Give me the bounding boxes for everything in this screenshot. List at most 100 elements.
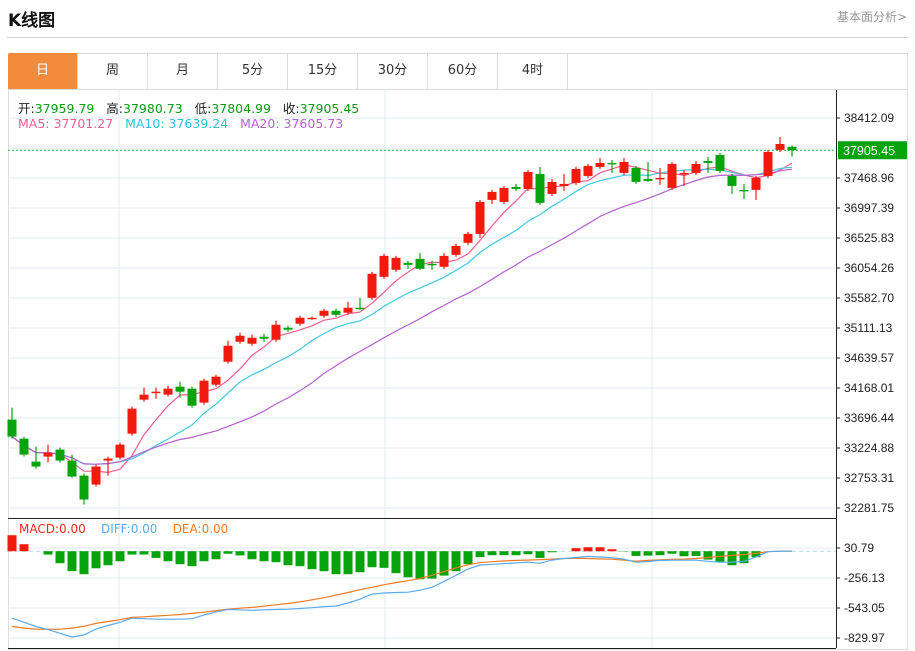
ohlc-legend: 开:37959.79 高:37980.73 低:37804.99 收:37905… bbox=[18, 98, 359, 117]
tab-30min[interactable]: 30分 bbox=[358, 53, 428, 89]
price-tick-label: 33224.88 bbox=[844, 441, 894, 455]
macd-bar bbox=[271, 551, 281, 563]
macd-bar bbox=[19, 544, 29, 552]
candle-down bbox=[787, 146, 797, 151]
candle-up bbox=[115, 444, 125, 458]
macd-bar bbox=[199, 551, 209, 562]
ma20-label: MA20: bbox=[240, 116, 280, 131]
macd-bar bbox=[727, 551, 737, 566]
close-value: 37905.45 bbox=[299, 101, 360, 116]
macd-bar bbox=[463, 551, 473, 565]
macd-bar bbox=[535, 551, 545, 558]
macd-bar bbox=[631, 551, 641, 556]
macd-bar bbox=[523, 551, 533, 555]
macd-bar bbox=[439, 551, 449, 576]
macd-bar bbox=[283, 551, 293, 566]
price-tick-label: 33696.44 bbox=[844, 411, 894, 425]
ma10-line bbox=[11, 166, 793, 465]
macd-tick-label: 30.79 bbox=[844, 541, 874, 555]
candle-down bbox=[331, 310, 341, 315]
macd-bar bbox=[307, 551, 317, 570]
macd-bar bbox=[295, 551, 305, 567]
tab-60min[interactable]: 60分 bbox=[428, 53, 498, 89]
candle-up bbox=[763, 151, 773, 176]
macd-bar bbox=[427, 551, 437, 579]
macd-bar bbox=[67, 551, 77, 572]
price-tick-label: 36054.26 bbox=[844, 261, 894, 275]
macd-bar bbox=[367, 551, 377, 568]
low-label: 低: bbox=[194, 101, 212, 116]
candle-down bbox=[739, 189, 749, 192]
price-tick-label: 34639.57 bbox=[844, 351, 894, 365]
macd-bar bbox=[595, 547, 605, 552]
high-label: 高: bbox=[106, 101, 124, 116]
macd-bar bbox=[391, 551, 401, 574]
macd-bar bbox=[151, 551, 161, 558]
candle-up bbox=[223, 345, 233, 362]
macd-bar bbox=[451, 551, 461, 572]
macd-bar bbox=[115, 551, 125, 562]
tab-15min[interactable]: 15分 bbox=[288, 53, 358, 89]
macd-bar bbox=[667, 551, 677, 554]
price-tick-label: 32753.31 bbox=[844, 471, 894, 485]
open-label: 开: bbox=[18, 101, 35, 116]
candle-up bbox=[139, 394, 149, 400]
candle-up bbox=[43, 452, 53, 457]
macd-bar bbox=[91, 551, 101, 569]
tab-day[interactable]: 日 bbox=[8, 53, 78, 89]
candle-down bbox=[19, 438, 29, 455]
dea-line bbox=[11, 550, 792, 630]
macd-label: MACD: bbox=[19, 522, 60, 536]
candle-up bbox=[367, 273, 377, 298]
candle-up bbox=[343, 307, 353, 313]
macd-bar bbox=[235, 551, 245, 556]
candle-down bbox=[31, 461, 41, 467]
price-tick-label: 35111.13 bbox=[844, 321, 893, 335]
macd-bar bbox=[175, 551, 185, 565]
candle-down bbox=[631, 167, 641, 182]
macd-bar bbox=[511, 551, 521, 556]
macd-bar bbox=[583, 547, 593, 552]
macd-tick-label: -543.05 bbox=[844, 601, 885, 615]
ma20-line bbox=[11, 168, 793, 465]
macd-value: 0.00 bbox=[59, 522, 86, 536]
macd-bar bbox=[331, 551, 341, 575]
price-tick-label: 36997.39 bbox=[844, 201, 894, 215]
candle-down bbox=[175, 386, 185, 392]
macd-bar bbox=[103, 551, 113, 566]
macd-bar bbox=[679, 551, 689, 557]
candle-up bbox=[235, 335, 245, 342]
price-tick-label: 38412.09 bbox=[844, 111, 894, 125]
macd-bar bbox=[739, 551, 749, 564]
candle-up bbox=[775, 143, 785, 150]
fundamental-analysis-link[interactable]: 基本面分析> bbox=[836, 10, 907, 24]
candle-up bbox=[271, 324, 281, 340]
macd-bar bbox=[139, 551, 149, 555]
candle-up bbox=[439, 255, 449, 267]
candle-up bbox=[523, 171, 533, 189]
candle-down bbox=[283, 327, 293, 330]
candle-up bbox=[667, 163, 677, 188]
candle-down bbox=[415, 258, 425, 269]
candle-up bbox=[91, 466, 101, 485]
current-price-badge bbox=[838, 141, 907, 160]
tab-week[interactable]: 周 bbox=[78, 53, 148, 89]
macd-tick-label: -256.13 bbox=[844, 571, 885, 585]
candle-up bbox=[583, 165, 593, 176]
candle-up bbox=[475, 201, 485, 234]
macd-bar bbox=[475, 551, 485, 558]
candle-down bbox=[259, 336, 269, 339]
macd-legend: MACD:0.00 DIFF:0.00 DEA:0.00 bbox=[19, 522, 228, 536]
candle-down bbox=[607, 162, 617, 165]
tab-month[interactable]: 月 bbox=[148, 53, 218, 89]
candle-up bbox=[655, 177, 665, 180]
tab-5min[interactable]: 5分 bbox=[218, 53, 288, 89]
macd-bar bbox=[691, 551, 701, 556]
price-tick-label: 36525.83 bbox=[844, 231, 894, 245]
price-tick-label: 37468.96 bbox=[844, 171, 894, 185]
candle-up bbox=[127, 408, 137, 434]
candle-up bbox=[319, 310, 329, 316]
candle-down bbox=[355, 307, 365, 310]
tab-4hour[interactable]: 4时 bbox=[498, 53, 568, 89]
